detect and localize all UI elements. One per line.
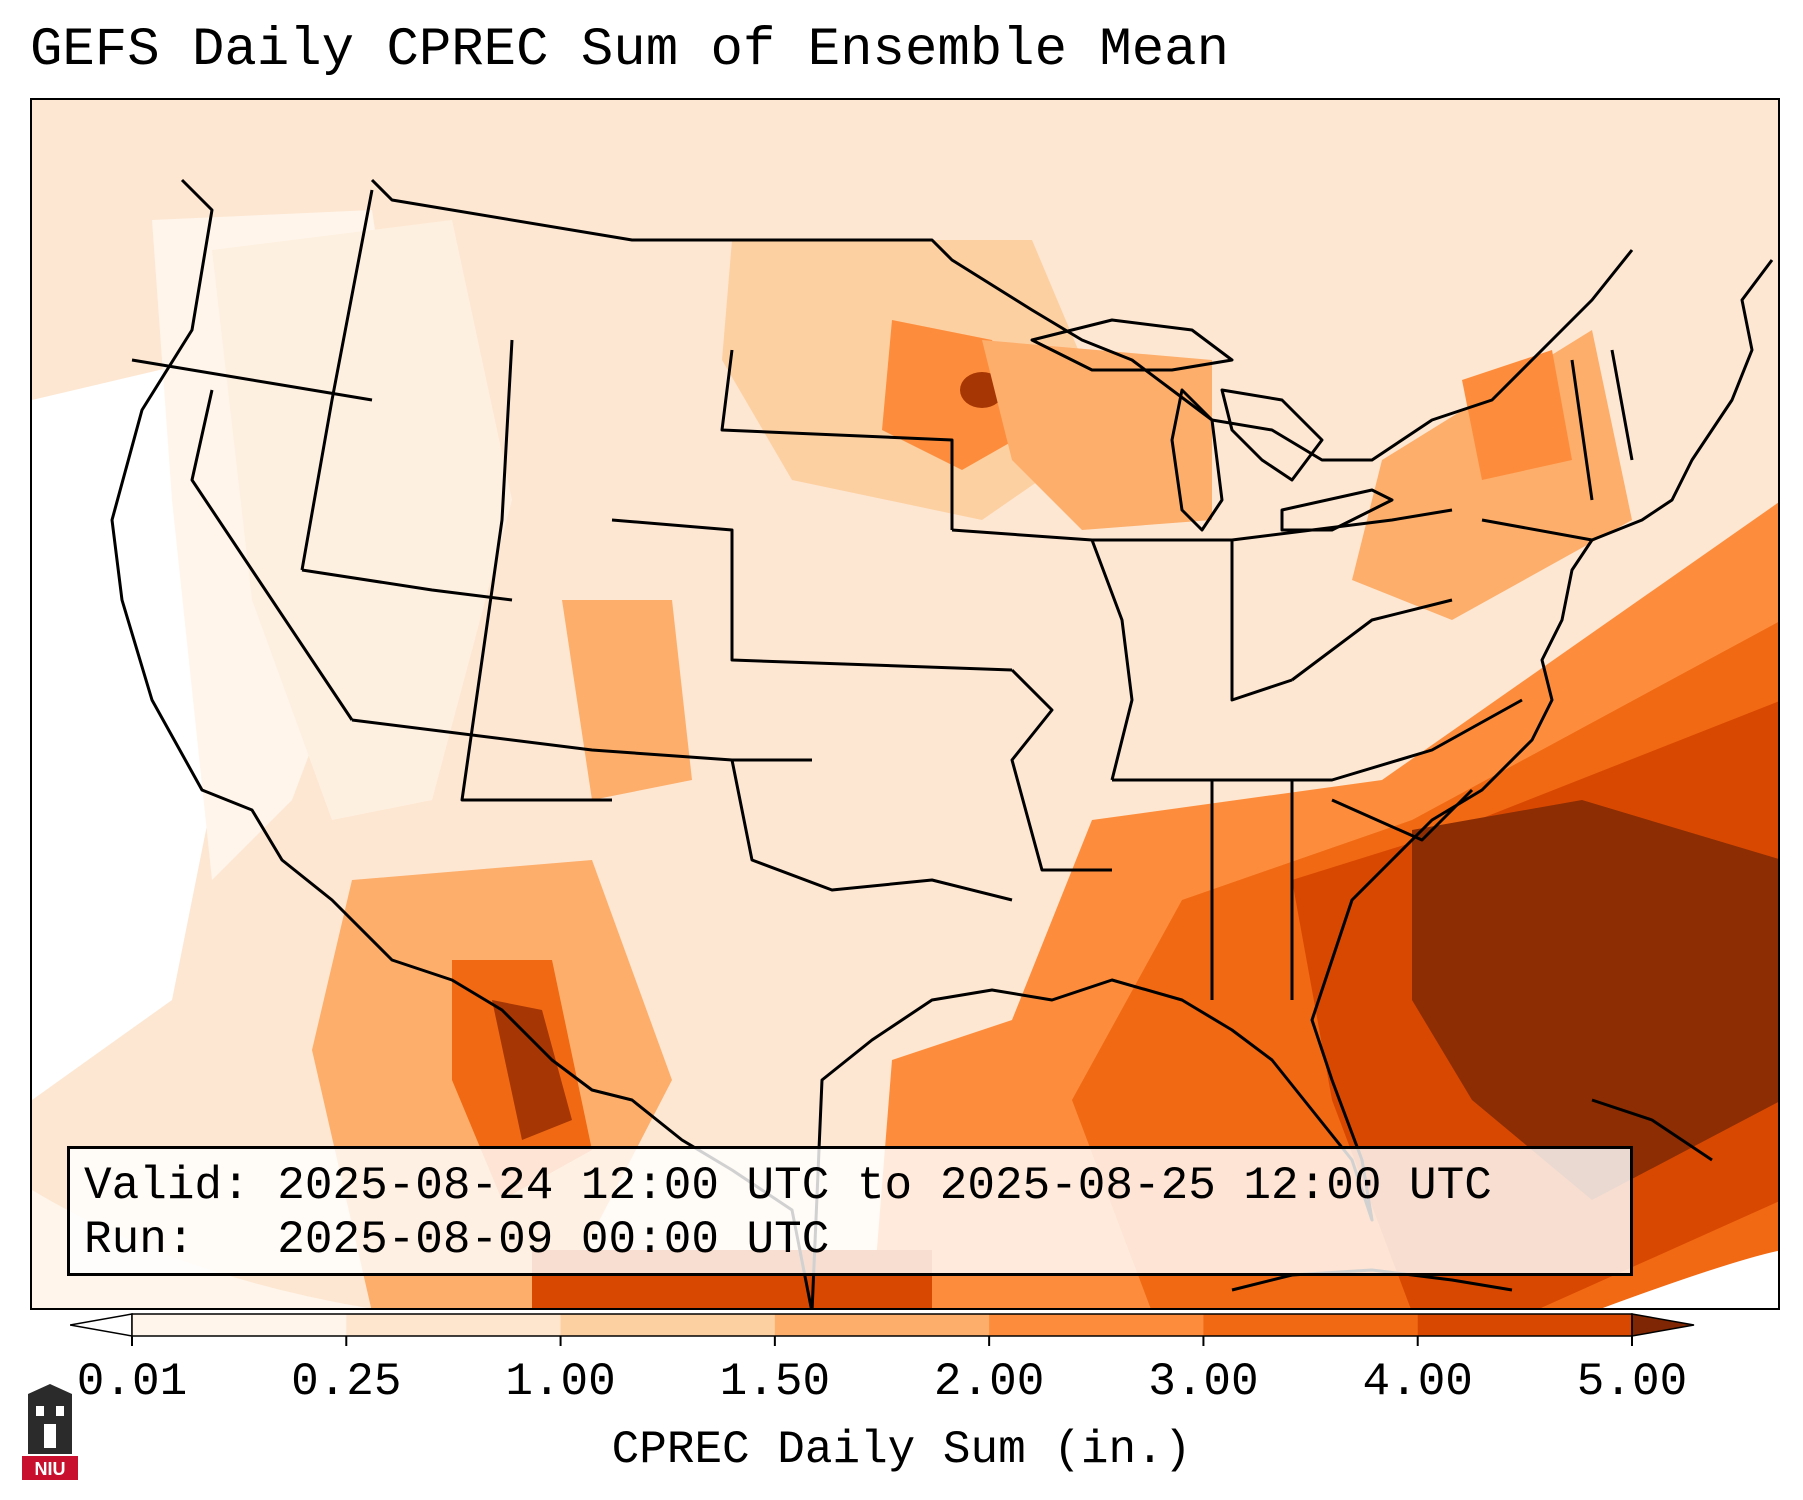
valid-value: 2025-08-24 12:00 UTC to 2025-08-25 12:00… (277, 1160, 1492, 1212)
lake-huron (1220, 388, 1324, 482)
colorbar-under-arrow (70, 1313, 133, 1337)
colorbar-outline (131, 1313, 1633, 1337)
precipitation-map (30, 98, 1780, 1310)
lake-superior (1030, 318, 1234, 372)
us-outline (110, 178, 813, 1308)
run-label: Run: (84, 1214, 195, 1266)
run-row: Run: 2025-08-09 00:00 UTC (84, 1213, 1616, 1267)
logo-text: NIU (35, 1459, 66, 1479)
colorbar-tick-label: 5.00 (1576, 1356, 1688, 1408)
colorbar-tick-label: 3.00 (1148, 1356, 1259, 1408)
lake-michigan (1170, 388, 1224, 532)
colorbar-tick-label: 4.00 (1362, 1356, 1473, 1408)
colorbar-segment (560, 1314, 776, 1336)
lake-erie (1280, 488, 1394, 532)
precip-field (32, 100, 1778, 1308)
logo-band (22, 1456, 78, 1480)
colorbar-tick-label: 1.50 (719, 1356, 831, 1408)
colorbar-over-arrow (1631, 1313, 1695, 1337)
run-info-box: Valid: 2025-08-24 12:00 UTC to 2025-08-2… (67, 1146, 1633, 1276)
valid-label: Valid: (84, 1160, 250, 1212)
colorbar-segment (1417, 1314, 1633, 1336)
run-value: 2025-08-09 00:00 UTC (277, 1214, 830, 1266)
colorbar-tick-label: 0.25 (291, 1356, 402, 1408)
niu-logo: NIU (22, 1384, 78, 1480)
colorbar-segment (132, 1314, 347, 1336)
colorbar-segment (1203, 1314, 1419, 1336)
canada-border (370, 178, 1634, 462)
colorbar-label: CPREC Daily Sum (in.) (611, 1424, 1192, 1476)
map-boundaries (110, 178, 1774, 1308)
colorbar-segment (346, 1314, 562, 1336)
colorbar-segment (989, 1314, 1204, 1336)
map-title: GEFS Daily CPREC Sum of Ensemble Mean (30, 20, 1229, 81)
valid-row: Valid: 2025-08-24 12:00 UTC to 2025-08-2… (84, 1159, 1616, 1213)
colorbar-tick-label: 2.00 (933, 1356, 1045, 1408)
colorbar-segment (774, 1314, 990, 1336)
colorbar-tick-label: 1.00 (505, 1356, 616, 1408)
colorbar-tick-label: 0.01 (76, 1356, 188, 1408)
map-canvas (32, 100, 1778, 1308)
colorbar (70, 1313, 1695, 1346)
